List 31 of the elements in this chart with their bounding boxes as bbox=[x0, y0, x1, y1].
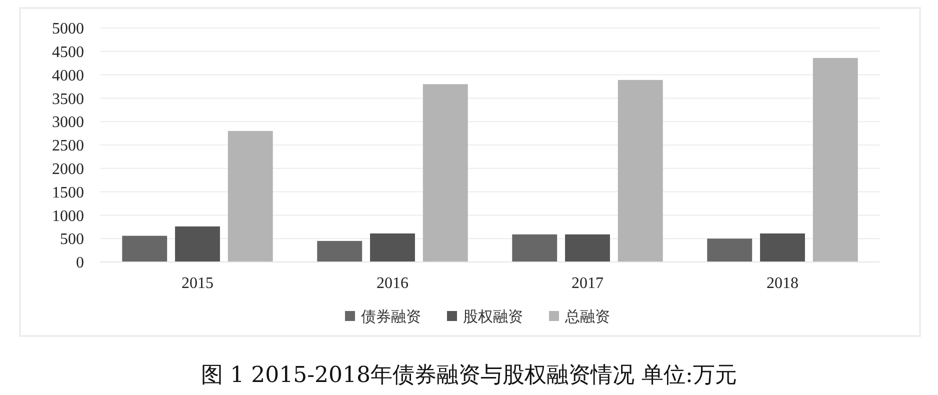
bar bbox=[317, 240, 362, 262]
x-tick-label: 2017 bbox=[572, 275, 604, 292]
caption: 图 1 2015-2018年债券融资与股权融资情况 单位:万元 bbox=[201, 363, 737, 388]
bar bbox=[122, 236, 168, 262]
y-tick-label: 3500 bbox=[52, 90, 84, 108]
y-tick-label: 2500 bbox=[52, 138, 84, 155]
x-tick-label: 2015 bbox=[182, 275, 214, 292]
y-tick-label: 4500 bbox=[52, 44, 84, 61]
bar bbox=[760, 233, 805, 262]
y-tick-label: 3000 bbox=[52, 114, 84, 132]
bar bbox=[512, 234, 558, 262]
bar bbox=[565, 234, 610, 262]
x-tick-label: 2016 bbox=[376, 275, 408, 292]
x-tick-label: 2018 bbox=[766, 275, 798, 292]
y-tick-label: 5000 bbox=[52, 20, 84, 38]
y-tick-label: 0 bbox=[76, 254, 84, 272]
bar bbox=[370, 233, 415, 262]
bar bbox=[812, 58, 858, 262]
y-tick-label: 2000 bbox=[52, 161, 84, 178]
bar bbox=[422, 84, 468, 262]
y-tick-label: 4000 bbox=[52, 67, 84, 84]
bar bbox=[707, 238, 752, 262]
bar bbox=[175, 226, 220, 262]
legend-label: 债券融资 bbox=[361, 307, 421, 326]
legend-label: 股权融资 bbox=[463, 307, 523, 326]
bar bbox=[228, 130, 273, 262]
legend-label: 总融资 bbox=[564, 307, 610, 326]
y-tick-label: 1000 bbox=[52, 208, 84, 225]
y-tick-label: 500 bbox=[60, 231, 84, 248]
y-tick-label: 1500 bbox=[52, 184, 84, 202]
bar bbox=[618, 80, 663, 262]
